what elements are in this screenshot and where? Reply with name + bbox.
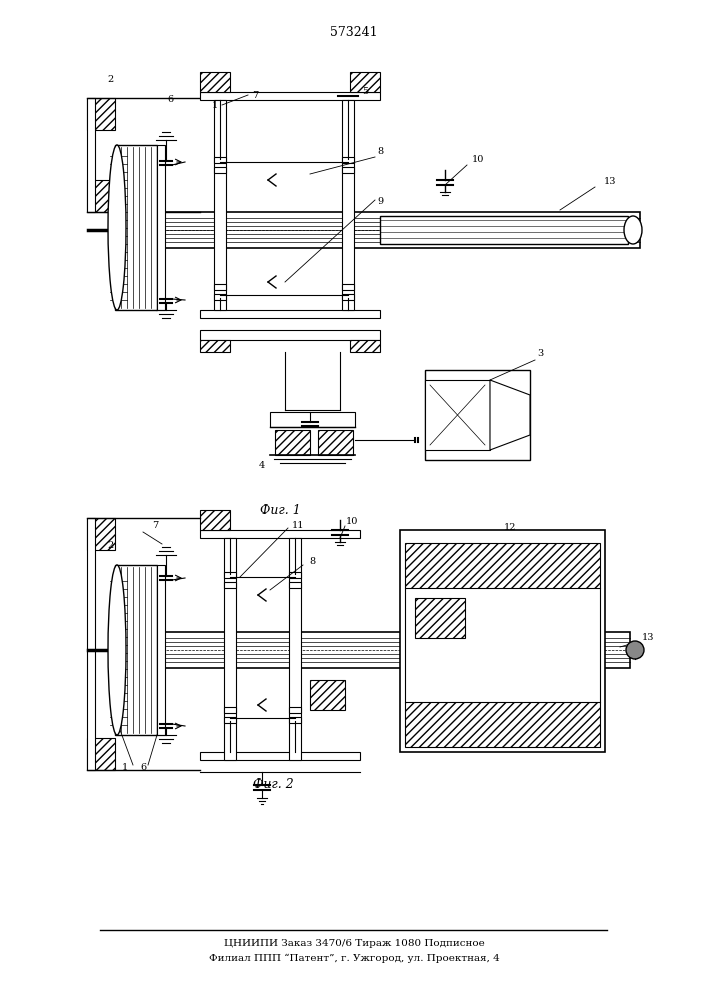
Text: 4: 4	[259, 460, 265, 470]
Bar	[200, 510, 230, 530]
Bar	[289, 538, 301, 760]
Bar	[87, 518, 95, 770]
Text: Фиг. 2: Фиг. 2	[252, 778, 293, 792]
Text: 8: 8	[377, 147, 383, 156]
Bar	[214, 294, 226, 300]
Bar	[415, 598, 465, 638]
Text: 2: 2	[107, 540, 113, 550]
Bar	[200, 310, 380, 318]
Bar	[214, 100, 226, 310]
Text: 573241: 573241	[330, 25, 378, 38]
Bar	[425, 380, 490, 450]
Text: 11: 11	[292, 520, 304, 530]
Text: Фиг. 1: Фиг. 1	[259, 504, 300, 516]
Bar	[342, 167, 354, 173]
Bar	[400, 530, 605, 752]
Bar	[157, 565, 165, 735]
Ellipse shape	[108, 145, 126, 310]
Bar	[224, 707, 236, 713]
Bar	[115, 145, 157, 310]
Bar	[342, 294, 354, 300]
Bar	[157, 145, 165, 310]
Polygon shape	[490, 380, 530, 450]
Ellipse shape	[624, 216, 642, 244]
Bar	[275, 430, 310, 455]
Bar	[200, 340, 230, 352]
Text: 6: 6	[140, 764, 146, 772]
Bar	[200, 92, 380, 100]
Bar	[318, 430, 353, 455]
Text: 7: 7	[152, 520, 158, 530]
Bar	[342, 284, 354, 290]
Bar	[342, 100, 354, 310]
Bar	[380, 216, 628, 244]
Bar	[214, 167, 226, 173]
Bar	[289, 707, 301, 713]
Text: 10: 10	[472, 155, 484, 164]
Bar	[200, 330, 380, 340]
Bar	[87, 518, 115, 550]
Text: 3: 3	[537, 349, 543, 358]
Bar	[270, 412, 355, 427]
Bar	[87, 98, 115, 130]
Bar	[115, 565, 157, 735]
Text: 10: 10	[346, 518, 358, 526]
Text: 7: 7	[252, 91, 258, 100]
Text: 9: 9	[377, 198, 383, 207]
Bar	[200, 530, 360, 538]
Bar	[289, 717, 301, 723]
Bar	[289, 582, 301, 588]
Bar	[214, 157, 226, 163]
Text: 13: 13	[604, 178, 617, 186]
Bar	[87, 738, 115, 770]
Text: 8: 8	[309, 558, 315, 566]
Bar	[405, 702, 600, 747]
Bar	[350, 72, 380, 92]
Bar	[224, 572, 236, 578]
Bar	[87, 98, 95, 212]
Ellipse shape	[108, 565, 126, 735]
Bar	[155, 212, 640, 248]
Text: 5: 5	[362, 88, 368, 97]
Bar	[310, 680, 345, 710]
Bar	[342, 157, 354, 163]
Bar	[224, 582, 236, 588]
Text: 13: 13	[642, 634, 654, 643]
Bar	[224, 538, 236, 760]
Bar	[200, 72, 230, 92]
Text: 1: 1	[122, 764, 128, 772]
Circle shape	[626, 641, 644, 659]
Text: ЦНИИПИ Заказ 3470/6 Тираж 1080 Подписное: ЦНИИПИ Заказ 3470/6 Тираж 1080 Подписное	[223, 938, 484, 948]
Bar	[425, 370, 530, 460]
Bar	[224, 717, 236, 723]
Text: 6: 6	[167, 96, 173, 104]
Bar	[87, 180, 115, 212]
Bar	[155, 632, 630, 668]
Bar	[350, 340, 380, 352]
Bar	[214, 284, 226, 290]
Text: 2: 2	[107, 76, 113, 85]
Bar	[200, 752, 360, 760]
Bar	[289, 572, 301, 578]
Text: 12: 12	[504, 524, 516, 532]
Text: 1: 1	[212, 101, 218, 109]
Text: Филиал ППП “Патент”, г. Ужгород, ул. Проектная, 4: Филиал ППП “Патент”, г. Ужгород, ул. Про…	[209, 953, 499, 963]
Bar	[405, 543, 600, 588]
